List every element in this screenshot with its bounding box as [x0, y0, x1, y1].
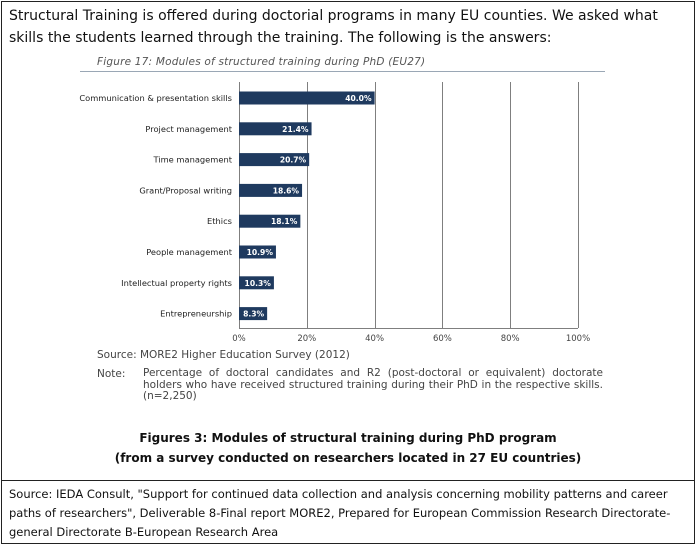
- category-label: Communication & presentation skills: [79, 93, 232, 103]
- bar-5: [239, 245, 276, 259]
- category-label: Grant/Proposal writing: [139, 185, 232, 195]
- note-text: Percentage of doctoral candidates and R2…: [143, 367, 603, 402]
- value-label: 18.1%: [271, 217, 298, 226]
- bar-6: [239, 276, 274, 290]
- bar-7: [239, 307, 268, 321]
- figure-title: Figure 17: Modules of structured trainin…: [97, 56, 426, 68]
- category-label: Time management: [152, 155, 232, 165]
- category-label: Entrepreneurship: [160, 309, 232, 319]
- category-label: People management: [146, 247, 233, 257]
- value-label: 21.4%: [282, 125, 309, 134]
- value-label: 18.6%: [273, 186, 300, 195]
- x-tick-label: 60%: [433, 334, 452, 344]
- x-tick-label: 80%: [501, 334, 520, 344]
- x-tick-label: 40%: [365, 334, 384, 344]
- value-label: 8.3%: [243, 310, 264, 319]
- citation-text: Source: IEDA Consult, "Support for conti…: [9, 487, 671, 539]
- category-label: Project management: [145, 124, 232, 134]
- value-label: 40.0%: [345, 94, 372, 103]
- bar-3: [239, 183, 303, 197]
- caption-line-2: (from a survey conducted on researchers …: [114, 451, 582, 465]
- x-tick-label: 0%: [232, 334, 246, 344]
- caption-line-1: Figures 3: Modules of structural trainin…: [139, 431, 557, 445]
- chart-source: Source: MORE2 Higher Education Survey (2…: [97, 349, 350, 361]
- intro-paragraph: Structural Training is offered during do…: [9, 8, 658, 46]
- note-label: Note:: [97, 368, 126, 380]
- x-tick-label: 100%: [566, 334, 590, 344]
- figure-title-rule: [80, 71, 605, 72]
- bar-0: [239, 91, 375, 105]
- value-label: 10.9%: [247, 248, 274, 257]
- figure-caption: Figures 3: Modules of structural trainin…: [0, 428, 696, 468]
- bar-1: [239, 122, 312, 136]
- bar-2: [239, 153, 310, 167]
- value-label: 20.7%: [280, 156, 307, 165]
- x-tick-label: 20%: [297, 334, 316, 344]
- section-divider: [1, 480, 695, 481]
- category-label: Ethics: [207, 216, 232, 226]
- bar-4: [239, 214, 301, 228]
- value-label: 10.3%: [245, 279, 272, 288]
- category-label: Intellectual property rights: [121, 278, 232, 288]
